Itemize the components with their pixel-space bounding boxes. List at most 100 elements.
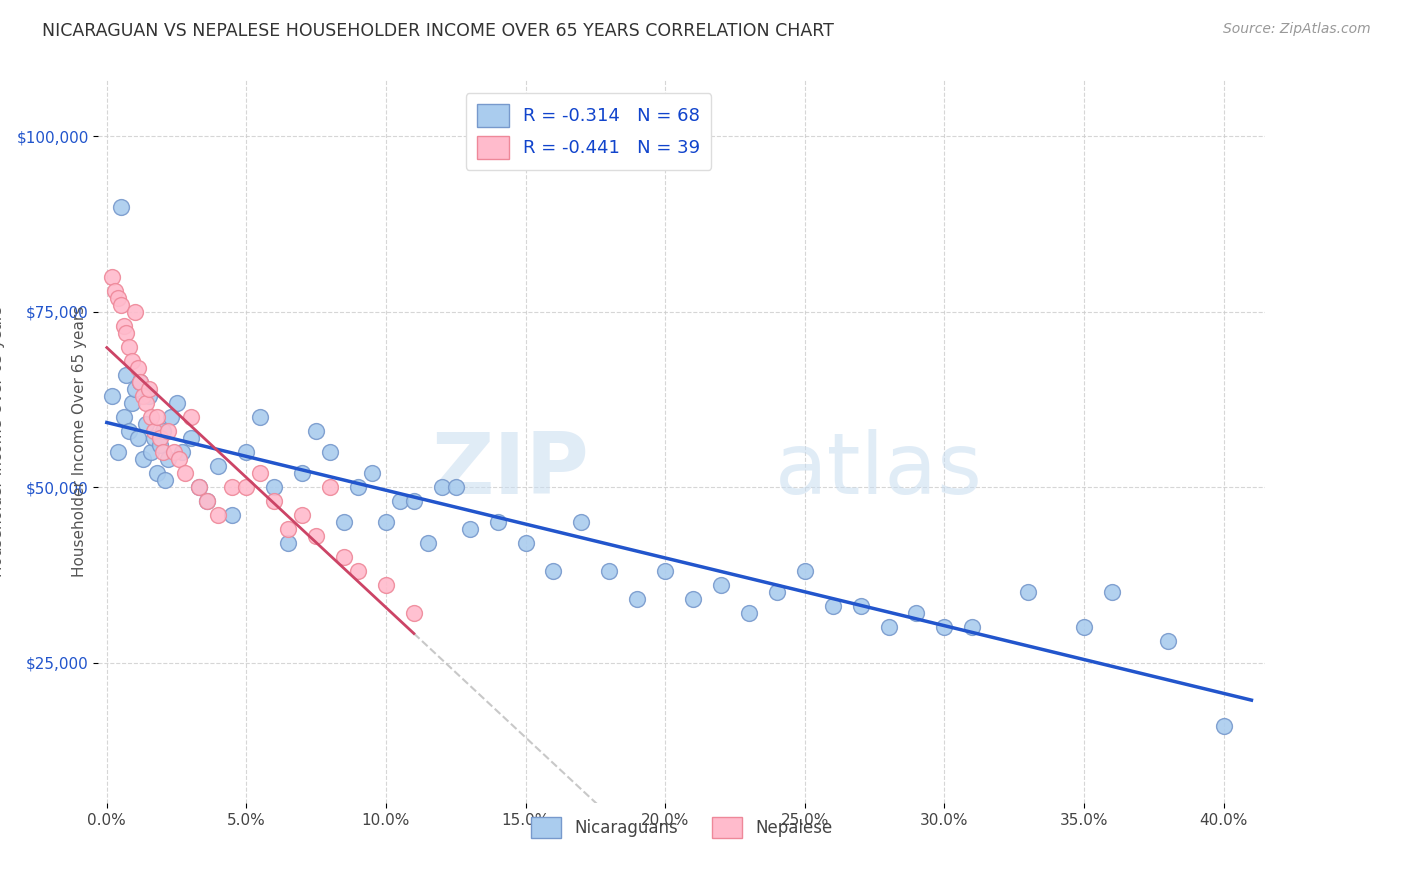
Point (132, 452, 155, 467)
Point (149, 431, 172, 445)
Point (333, 550, 356, 565)
Point (157, 424, 180, 438)
Point (319, 480, 342, 494)
Point (174, 466, 197, 480)
Point (235, 480, 257, 494)
Point (107, 291, 129, 305)
Text: ZIP: ZIP (430, 429, 589, 512)
Point (626, 592, 648, 607)
Point (110, 200, 132, 214)
Point (143, 424, 166, 438)
Point (112, 409, 135, 424)
Point (221, 508, 243, 523)
Point (110, 298, 132, 312)
Point (375, 578, 398, 592)
Point (138, 389, 160, 403)
Point (1212, 718, 1234, 732)
Point (101, 389, 124, 403)
Point (291, 508, 314, 523)
Point (207, 508, 229, 523)
Point (249, 466, 271, 480)
Text: Source: ZipAtlas.com: Source: ZipAtlas.com (1223, 22, 1371, 37)
Point (458, 522, 481, 536)
Point (962, 620, 984, 634)
Point (180, 409, 202, 424)
Point (115, 326, 138, 340)
Point (361, 466, 384, 480)
Point (146, 466, 169, 480)
Point (305, 529, 328, 543)
Point (1101, 585, 1123, 599)
Point (333, 515, 356, 529)
Point (141, 445, 163, 459)
Point (180, 431, 202, 445)
Point (291, 466, 314, 480)
Point (402, 494, 425, 508)
Point (152, 445, 174, 459)
Point (738, 607, 761, 621)
Point (877, 620, 900, 634)
Point (118, 424, 141, 438)
Point (1073, 620, 1095, 634)
Point (793, 564, 815, 578)
Point (347, 564, 370, 578)
Point (486, 515, 509, 529)
Point (934, 620, 956, 634)
Point (112, 318, 135, 333)
Point (157, 452, 180, 467)
Point (138, 382, 160, 396)
Point (195, 494, 218, 508)
Point (249, 409, 271, 424)
Point (263, 494, 285, 508)
Point (149, 438, 172, 452)
Point (195, 494, 218, 508)
Point (207, 459, 229, 474)
Point (160, 409, 183, 424)
Point (905, 607, 928, 621)
Point (571, 515, 593, 529)
Point (430, 480, 453, 494)
Point (187, 480, 209, 494)
Point (143, 431, 166, 445)
Point (221, 480, 243, 494)
Point (163, 445, 186, 459)
Point (849, 599, 872, 614)
Point (129, 375, 152, 389)
Point (115, 368, 138, 382)
Point (152, 424, 174, 438)
Y-axis label: Householder Income Over 65 years: Householder Income Over 65 years (0, 306, 6, 577)
Point (101, 269, 124, 284)
Point (1017, 585, 1039, 599)
Point (682, 592, 704, 607)
Point (169, 452, 191, 467)
Point (654, 564, 676, 578)
Point (444, 480, 467, 494)
Point (129, 375, 152, 389)
Text: atlas: atlas (775, 429, 983, 512)
Point (141, 409, 163, 424)
Point (319, 445, 342, 459)
Y-axis label: Householder Income Over 65 years: Householder Income Over 65 years (72, 306, 87, 577)
Point (388, 494, 411, 508)
Point (375, 515, 398, 529)
Point (277, 522, 299, 536)
Point (187, 480, 209, 494)
Point (598, 564, 620, 578)
Legend: Nicaraguans, Nepalese: Nicaraguans, Nepalese (524, 810, 839, 845)
Point (121, 396, 143, 410)
Point (277, 536, 299, 550)
Point (172, 445, 194, 459)
Point (135, 417, 157, 431)
Point (135, 396, 157, 410)
Text: NICARAGUAN VS NEPALESE HOUSEHOLDER INCOME OVER 65 YEARS CORRELATION CHART: NICARAGUAN VS NEPALESE HOUSEHOLDER INCOM… (42, 22, 834, 40)
Point (543, 564, 565, 578)
Point (124, 305, 146, 319)
Point (166, 396, 188, 410)
Point (710, 578, 733, 592)
Point (132, 389, 155, 403)
Point (416, 536, 439, 550)
Point (1157, 634, 1180, 648)
Point (402, 607, 425, 621)
Point (124, 382, 146, 396)
Point (107, 445, 129, 459)
